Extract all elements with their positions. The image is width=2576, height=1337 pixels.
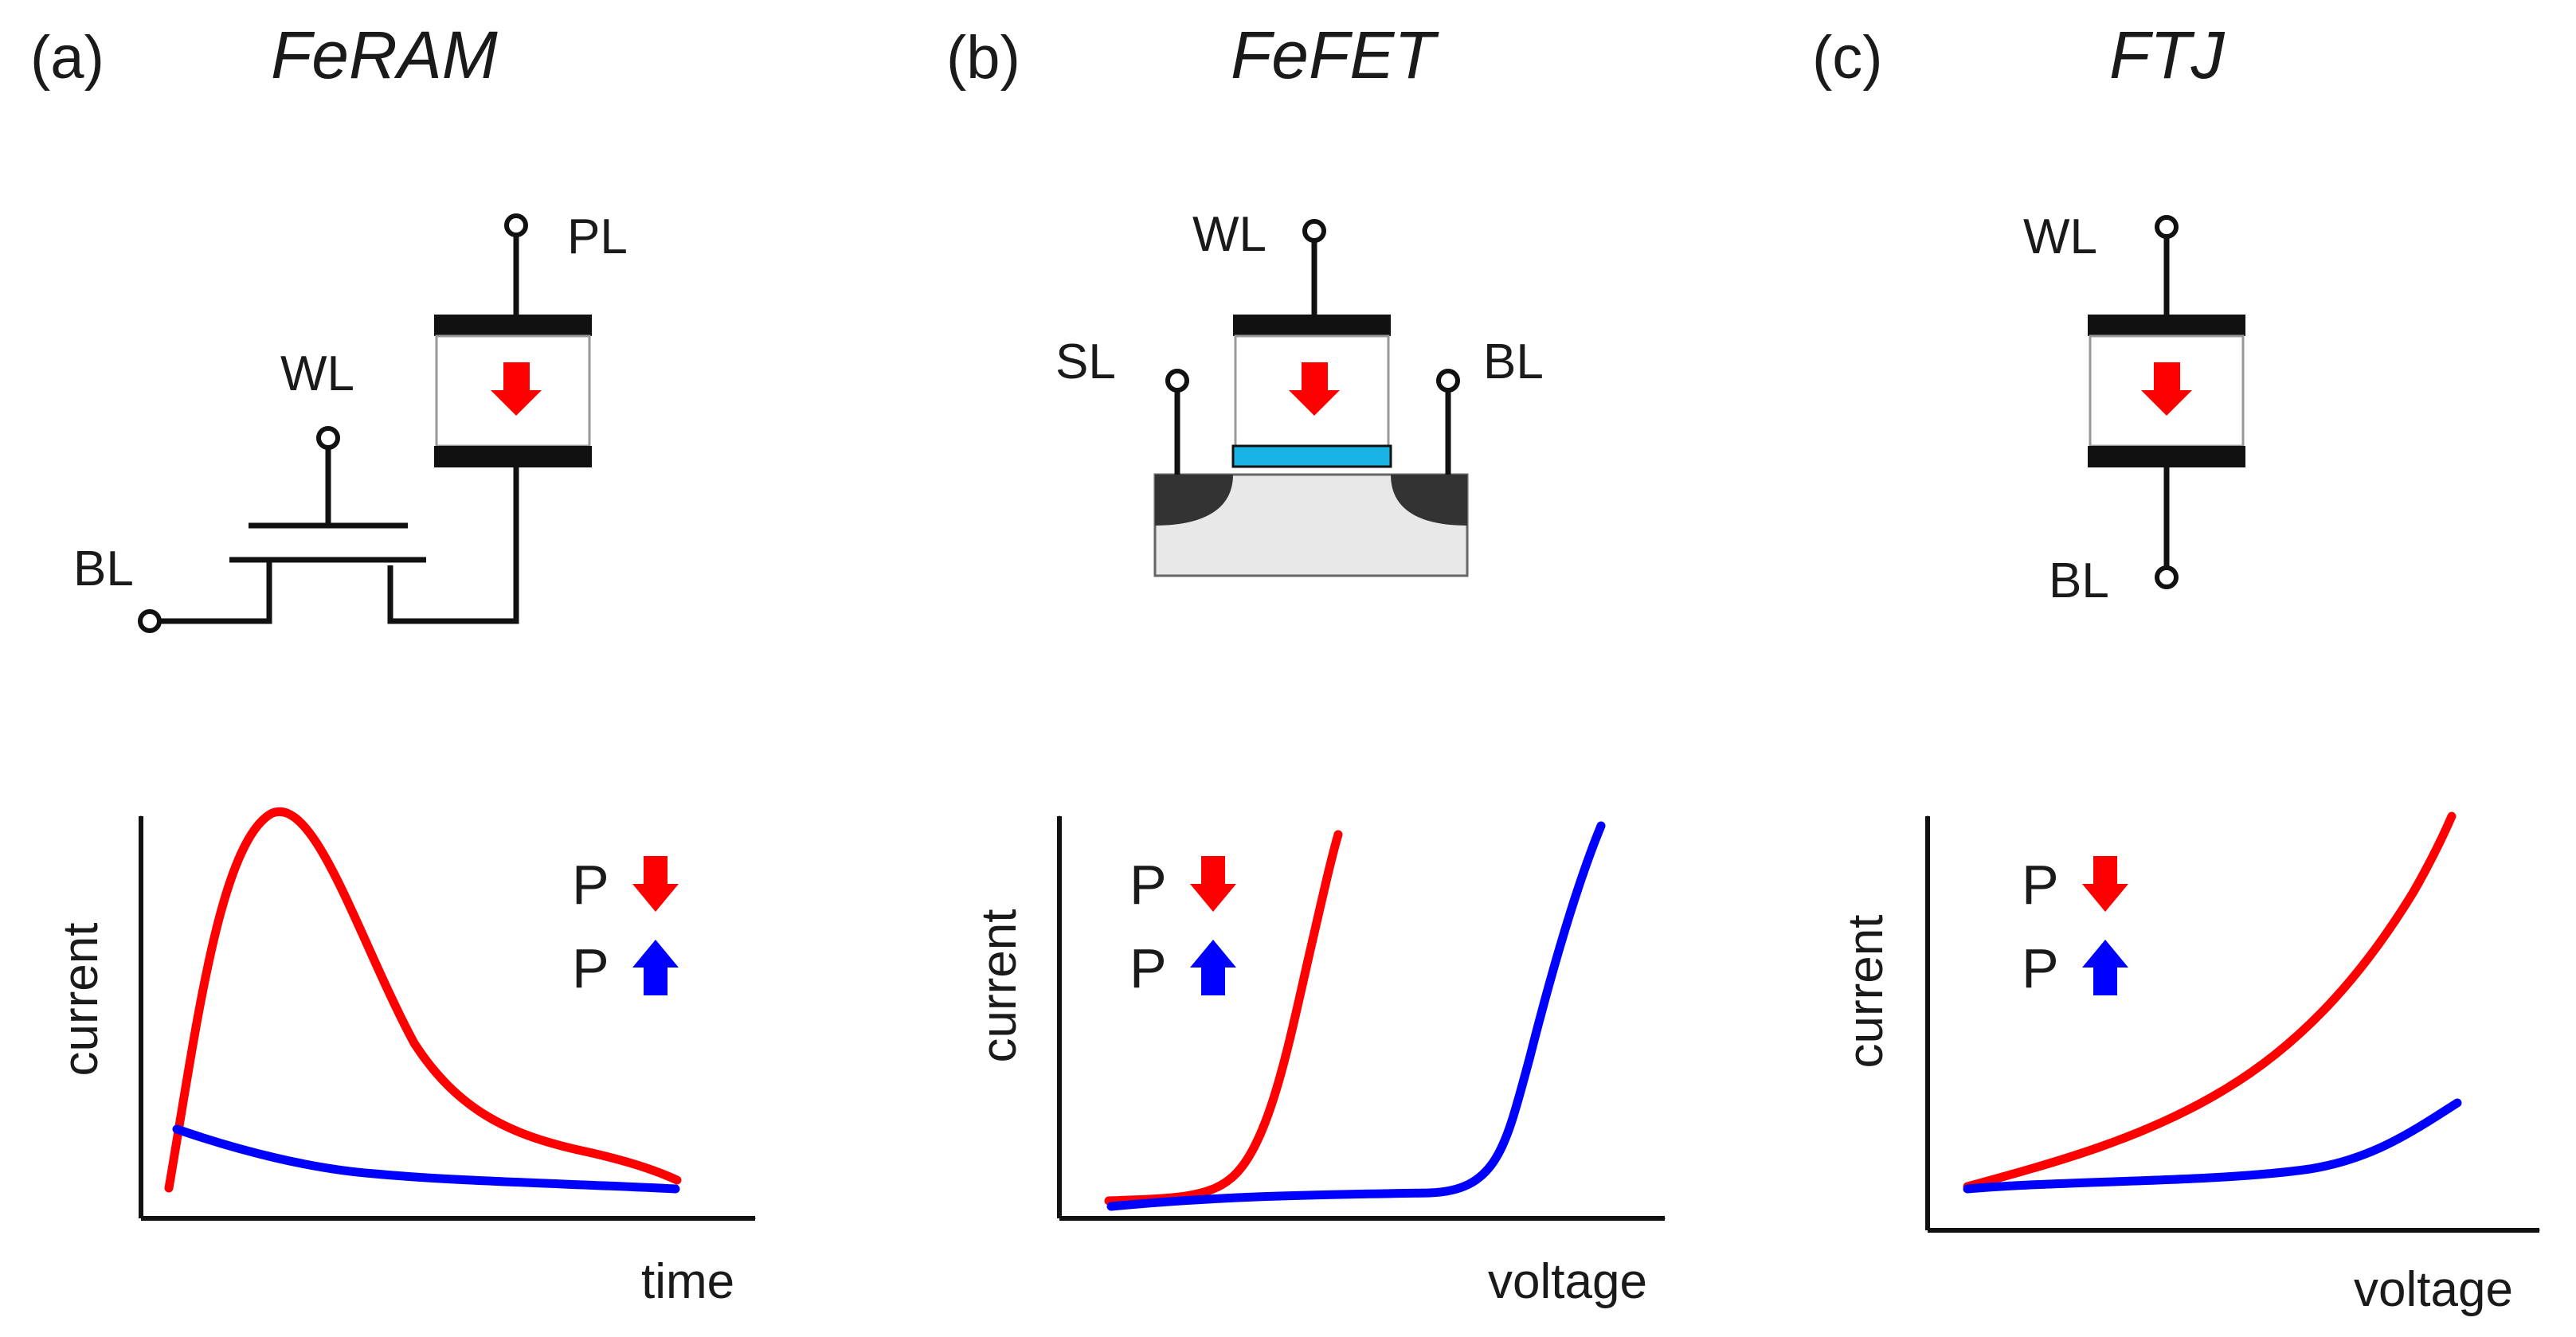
wl-label: WL: [2023, 209, 2097, 264]
panel-b-label: (b): [946, 24, 1020, 92]
arrow-up-icon: [1190, 940, 1236, 995]
feram-legend-p-down: P: [572, 854, 609, 916]
drain-region: [1391, 475, 1467, 526]
arrow-down-icon: [1190, 856, 1236, 912]
bl-label: BL: [73, 541, 134, 596]
ftj-legend-p-down: P: [2022, 854, 2059, 916]
fefet-curve-p-up: [1106, 821, 1606, 1211]
arrow-down-icon: [2082, 856, 2128, 912]
fefet-xlabel: voltage: [1488, 1254, 1647, 1309]
sl-label: SL: [1055, 334, 1116, 389]
panel-a-title: FeRAM: [271, 18, 498, 92]
ftj-curve-p-up: [1963, 1098, 2462, 1194]
fefet-legend-p-up: P: [1129, 937, 1167, 999]
feram-plot: current time P P: [53, 807, 755, 1309]
interface-layer: [1231, 444, 1392, 468]
panel-c-title: FTJ: [2109, 18, 2226, 92]
sl-terminal: [1165, 369, 1189, 393]
arrow-up-icon: [632, 940, 679, 995]
arrow-down-icon: [1289, 362, 1340, 416]
panel-c-label: (c): [1812, 24, 1883, 92]
wl-terminal: [316, 426, 340, 450]
panel-b: (b) FeFET WL SL BL current: [946, 18, 1665, 1309]
arrow-down-icon: [632, 856, 679, 912]
bl-terminal: [2155, 565, 2179, 589]
feram-curve-p-down: [164, 807, 682, 1193]
wl-label: WL: [1192, 207, 1266, 262]
wl-label: WL: [280, 346, 354, 401]
feram-ylabel: current: [53, 923, 108, 1077]
bl-label: BL: [2049, 553, 2109, 608]
ftj-legend-p-up: P: [2022, 937, 2059, 999]
wl-terminal: [2155, 215, 2179, 239]
fefet-legend-p-down: P: [1129, 854, 1167, 916]
ftj-ylabel: current: [1838, 915, 1893, 1069]
arrow-down-icon: [2141, 362, 2192, 416]
bl-terminal: [138, 609, 162, 633]
fefet-device: WL SL BL: [1055, 207, 1544, 577]
fefet-ylabel: current: [972, 909, 1027, 1063]
fefet-plot: current voltage P P: [972, 816, 1665, 1309]
ftj-legend: P P: [2022, 854, 2128, 999]
panel-b-title: FeFET: [1231, 18, 1439, 92]
bl-terminal: [1436, 369, 1460, 393]
ftj-curve-p-down: [1963, 811, 2457, 1191]
ftj-plot: current voltage P P: [1838, 811, 2539, 1317]
panel-a: (a) FeRAM PL: [30, 18, 755, 1309]
panel-a-label: (a): [30, 24, 104, 92]
ferroelectric-capacitor: [434, 315, 592, 467]
feram-legend: P P: [572, 854, 679, 999]
feram-circuit: PL WL BL: [73, 209, 628, 633]
arrow-down-icon: [491, 362, 542, 416]
arrow-up-icon: [2082, 940, 2128, 995]
fefet-legend: P P: [1129, 854, 1236, 999]
wl-terminal: [1302, 219, 1326, 243]
feram-xlabel: time: [641, 1254, 734, 1309]
access-transistor: [138, 426, 426, 633]
pl-label: PL: [567, 209, 628, 264]
fefet-curve-p-down: [1104, 830, 1343, 1206]
bl-label: BL: [1483, 334, 1544, 389]
panel-c: (c) FTJ WL BL current voltage P P: [1812, 18, 2539, 1317]
source-region: [1155, 475, 1233, 526]
feram-curve-p-up: [172, 1124, 680, 1194]
pl-terminal: [504, 213, 528, 237]
ftj-device: WL BL: [2023, 209, 2245, 608]
ftj-xlabel: voltage: [2354, 1262, 2513, 1317]
feram-legend-p-up: P: [572, 937, 609, 999]
